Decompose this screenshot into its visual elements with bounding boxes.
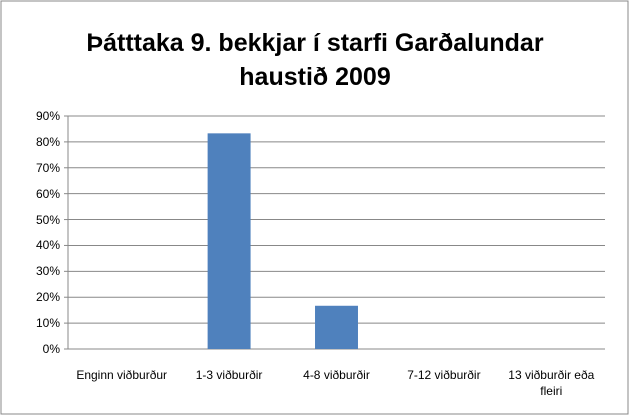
y-tick-label: 20% bbox=[35, 290, 60, 305]
y-tick-label: 10% bbox=[35, 316, 60, 331]
x-tick-label: Enginn viðburður bbox=[76, 368, 168, 382]
x-tick-label: 4-8 viðburðir bbox=[303, 368, 370, 382]
x-tick-label: 1-3 viðburðir bbox=[195, 368, 263, 382]
x-tick-label: 7-12 viðburðir bbox=[407, 368, 481, 382]
y-tick-label: 70% bbox=[35, 160, 60, 175]
y-tick-label: 60% bbox=[35, 186, 60, 201]
bar bbox=[207, 133, 251, 349]
y-tick-label: 0% bbox=[42, 342, 60, 356]
y-tick-label: 90% bbox=[35, 109, 60, 123]
bar bbox=[315, 305, 358, 349]
chart-title: Þátttaka 9. bekkjar í starfi Garðalundar… bbox=[86, 29, 544, 91]
y-tick-label: 40% bbox=[35, 238, 60, 253]
y-tick-label: 50% bbox=[35, 212, 60, 227]
y-tick-label: 80% bbox=[35, 134, 60, 149]
x-tick-label: 13 viðburðir eða fleiri bbox=[508, 368, 595, 398]
y-tick-label: 30% bbox=[35, 264, 60, 279]
